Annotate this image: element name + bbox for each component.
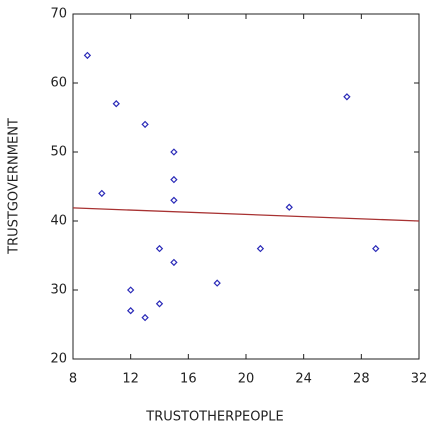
- x-tick-label: 24: [295, 372, 312, 387]
- y-tick-label: 70: [50, 7, 67, 22]
- point: [372, 244, 380, 253]
- point: [83, 51, 92, 60]
- point: [170, 175, 178, 184]
- point: [256, 244, 265, 253]
- x-axis-label: TRUSTOTHERPEOPLE: [145, 410, 283, 425]
- y-tick-label: 30: [50, 283, 67, 298]
- point: [126, 307, 135, 315]
- x-tick-label: 32: [411, 372, 428, 387]
- y-tick-label: 60: [50, 76, 67, 91]
- plot-frame: [72, 13, 420, 360]
- x-tick-label: 20: [238, 372, 255, 387]
- x-tick-label: 12: [122, 372, 139, 387]
- point: [343, 93, 351, 101]
- x-tick-label: 8: [69, 372, 77, 387]
- point: [98, 189, 106, 198]
- x-tick-label: 28: [353, 372, 370, 387]
- point: [170, 196, 178, 204]
- y-tick-label: 40: [50, 214, 67, 229]
- point: [141, 120, 149, 129]
- point: [213, 279, 221, 287]
- point: [155, 244, 164, 253]
- point: [170, 258, 178, 267]
- point: [141, 313, 149, 322]
- point: [112, 100, 120, 108]
- point: [170, 148, 178, 156]
- point: [155, 300, 164, 308]
- y-tick-label: 20: [50, 352, 67, 367]
- point: [126, 286, 135, 294]
- x-tick-label: 16: [180, 372, 197, 387]
- y-tick-label: 50: [50, 145, 67, 160]
- y-axis-label: TRUSTGOVERNMENT: [7, 118, 22, 255]
- point: [285, 203, 293, 211]
- fit-line: [72, 207, 420, 222]
